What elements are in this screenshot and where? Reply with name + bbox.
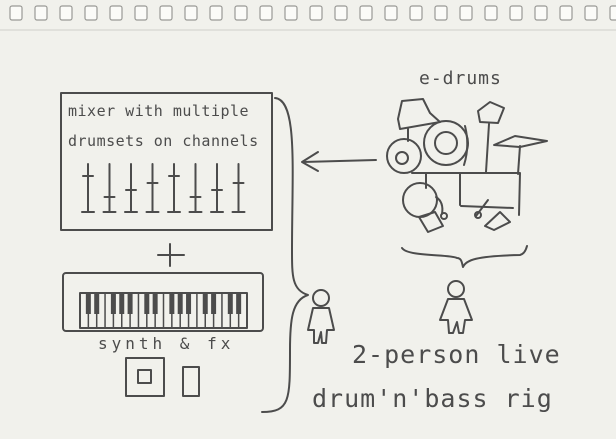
- binding-hole: [259, 5, 273, 21]
- caption-line1: 2-person live: [352, 340, 561, 369]
- binding-hole: [559, 5, 573, 21]
- mixer-label-line2: drumsets on channels: [68, 132, 259, 150]
- black-key: [186, 293, 192, 314]
- binding-hole: [9, 5, 23, 21]
- edrums-kit-icon: [386, 98, 548, 233]
- spiral-binding: [9, 5, 616, 21]
- binding-hole: [209, 5, 223, 21]
- binding-hole: [309, 5, 323, 21]
- black-key: [236, 293, 242, 314]
- binding-hole: [409, 5, 423, 21]
- black-key: [119, 293, 125, 314]
- binding-hole: [534, 5, 548, 21]
- binding-hole: [384, 5, 398, 21]
- binding-hole: [609, 5, 616, 21]
- plus-icon: [157, 243, 185, 267]
- black-key: [202, 293, 208, 314]
- black-key: [85, 293, 91, 314]
- fader-channel: [145, 163, 160, 213]
- caption-line2: drum'n'bass rig: [312, 384, 553, 413]
- fader-channel: [188, 163, 203, 213]
- fader-channel: [124, 163, 138, 213]
- binding-hole: [359, 5, 373, 21]
- edrums-bracket: [401, 245, 528, 268]
- keyboard-black-keys: [85, 293, 242, 314]
- fx-pedal-icon: [182, 366, 200, 397]
- binding-hole: [509, 5, 523, 21]
- curly-bracket: [261, 97, 309, 413]
- black-key: [110, 293, 116, 314]
- keyboard-white-keys: [87, 292, 240, 329]
- binding-hole: [84, 5, 98, 21]
- binding-hole: [484, 5, 498, 21]
- binding-hole: [434, 5, 448, 21]
- synth-label: synth & fx: [98, 334, 235, 353]
- keyboard-outline: [62, 272, 264, 332]
- black-key: [94, 293, 100, 314]
- mixer-label-line1: mixer with multiple: [68, 102, 250, 120]
- fx-box-icon: [125, 357, 165, 397]
- binding-hole: [34, 5, 48, 21]
- binding-hole: [109, 5, 123, 21]
- black-key: [169, 293, 175, 314]
- fader-channel: [81, 163, 95, 213]
- black-key: [127, 293, 133, 314]
- binding-hole: [284, 5, 298, 21]
- binding-hole: [459, 5, 473, 21]
- mixer-box: [60, 92, 273, 231]
- black-key: [177, 293, 183, 314]
- person-icon-drums: [439, 280, 473, 334]
- black-key: [227, 293, 233, 314]
- black-key: [144, 293, 150, 314]
- black-key: [152, 293, 158, 314]
- binding-hole: [134, 5, 148, 21]
- black-key: [211, 293, 217, 314]
- fader-channel: [231, 163, 246, 213]
- fader-channel: [210, 163, 224, 213]
- fader-channel: [167, 163, 181, 213]
- edrums-label: e-drums: [419, 68, 502, 89]
- binding-hole: [184, 5, 198, 21]
- fader-channel: [102, 163, 117, 213]
- mixer-faders: [81, 163, 246, 213]
- binding-hole: [334, 5, 348, 21]
- binding-hole: [159, 5, 173, 21]
- person-icon-keys: [307, 289, 335, 344]
- arrow-icon: [301, 151, 377, 172]
- binding-hole: [59, 5, 73, 21]
- binding-hole: [584, 5, 598, 21]
- binding-hole: [234, 5, 248, 21]
